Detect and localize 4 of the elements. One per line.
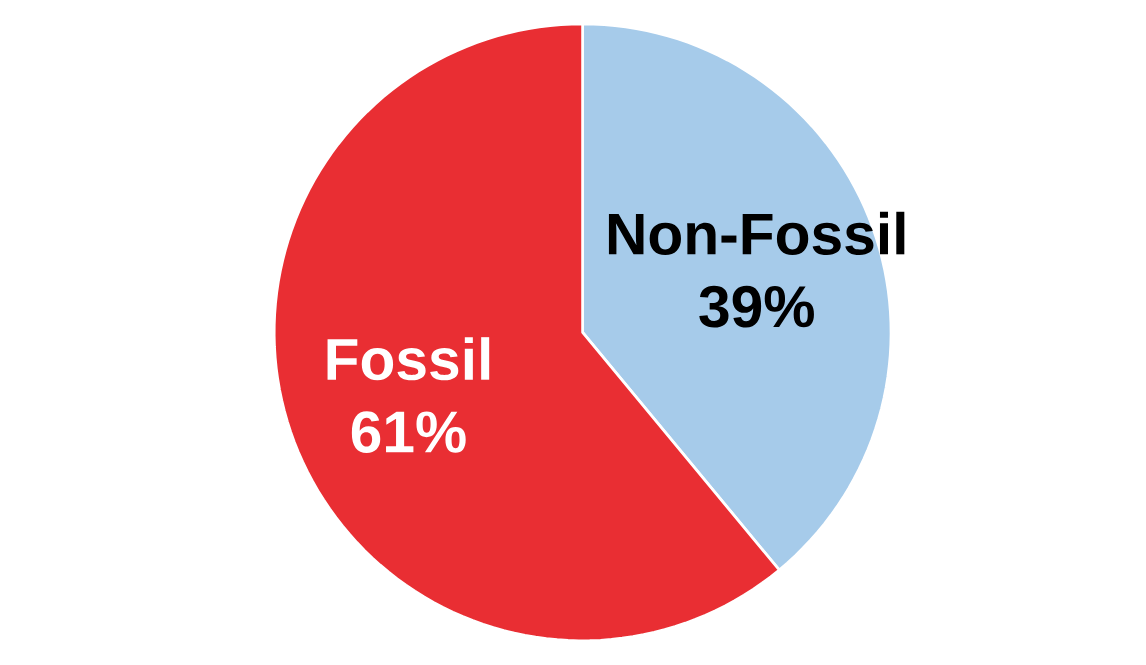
slice-label: Fossil <box>327 337 490 381</box>
slice-label: Non-Fossil <box>608 211 905 256</box>
data-label: 39% <box>699 286 814 328</box>
data-label: 61% <box>351 411 466 454</box>
